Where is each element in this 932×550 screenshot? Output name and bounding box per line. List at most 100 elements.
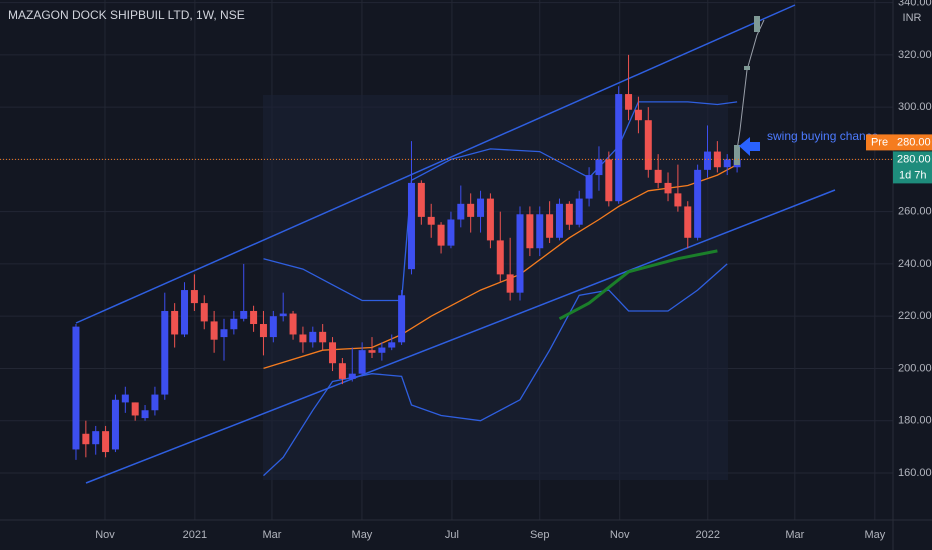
x-tick-label: Nov bbox=[95, 529, 115, 541]
candle-body bbox=[398, 295, 406, 343]
candle-body bbox=[358, 350, 366, 374]
indicator-line bbox=[263, 263, 728, 477]
candle-body bbox=[536, 214, 544, 249]
candle-body bbox=[625, 94, 633, 110]
candle-body bbox=[131, 402, 139, 416]
candle-body bbox=[477, 198, 485, 217]
candle-body bbox=[171, 310, 179, 335]
candle-body bbox=[703, 151, 711, 170]
candle-body bbox=[210, 321, 218, 340]
candle-body bbox=[240, 310, 248, 319]
pre-label: Pre bbox=[871, 136, 888, 148]
y-tick-label: 240.00 bbox=[898, 258, 932, 270]
band-fill bbox=[263, 95, 728, 480]
projection-candle bbox=[744, 66, 750, 70]
candle-body bbox=[269, 316, 277, 338]
candle-body bbox=[723, 159, 731, 168]
candle-body bbox=[546, 214, 554, 238]
x-tick-label: Jul bbox=[445, 529, 459, 541]
candle-body bbox=[407, 182, 415, 270]
last-price-box bbox=[893, 151, 932, 184]
y-tick-label: 320.00 bbox=[898, 49, 932, 61]
y-tick-label: 340.00 bbox=[898, 0, 932, 9]
candle-body bbox=[447, 219, 455, 246]
candle-body bbox=[467, 203, 475, 217]
countdown: 1d 7h bbox=[899, 169, 927, 181]
channel-upper bbox=[75, 4, 796, 324]
candle-body bbox=[437, 224, 445, 246]
candle-body bbox=[555, 203, 563, 238]
candle-body bbox=[151, 394, 159, 411]
candle-body bbox=[595, 159, 603, 176]
y-tick-label: 260.00 bbox=[898, 206, 932, 218]
y-tick-label: 300.00 bbox=[898, 101, 932, 113]
x-tick-label: May bbox=[352, 529, 373, 541]
x-tick-label: May bbox=[864, 529, 885, 541]
candle-body bbox=[674, 193, 682, 207]
candle-body bbox=[230, 318, 238, 330]
x-tick-label: 2022 bbox=[696, 529, 720, 541]
candle-body bbox=[250, 310, 258, 325]
candle-body bbox=[82, 433, 90, 445]
candle-body bbox=[338, 363, 346, 379]
candle-body bbox=[585, 175, 593, 199]
candle-body bbox=[141, 410, 149, 419]
y-tick-label: 180.00 bbox=[898, 415, 932, 427]
candle-body bbox=[654, 169, 662, 183]
x-tick-label: 2021 bbox=[183, 529, 207, 541]
candle-body bbox=[516, 214, 524, 293]
candle-body bbox=[664, 182, 672, 194]
currency: INR bbox=[903, 12, 922, 24]
candle-body bbox=[111, 399, 119, 450]
candle-body bbox=[161, 310, 169, 395]
x-tick-label: Mar bbox=[262, 529, 281, 541]
annotation: swing buying chance bbox=[767, 129, 879, 143]
candle-body bbox=[190, 290, 198, 304]
candle-body bbox=[575, 198, 583, 225]
y-tick-label: 220.00 bbox=[898, 310, 932, 322]
indicator-line bbox=[263, 101, 738, 302]
candle-body bbox=[121, 394, 129, 403]
candle-body bbox=[279, 313, 287, 317]
candle-body bbox=[348, 373, 356, 379]
candle-body bbox=[102, 431, 110, 453]
indicator-line bbox=[263, 164, 738, 370]
x-tick-label: Sep bbox=[530, 529, 550, 541]
candle-body bbox=[486, 198, 494, 241]
candle-body bbox=[181, 290, 189, 335]
candle-body bbox=[92, 431, 100, 445]
candle-body bbox=[496, 240, 504, 275]
indicator-line bbox=[558, 249, 718, 321]
candle-body bbox=[309, 331, 317, 343]
candle-body bbox=[378, 347, 386, 353]
candle-body bbox=[329, 342, 337, 364]
last-price: 280.00 bbox=[897, 153, 931, 165]
candle-body bbox=[694, 169, 702, 238]
channel-lower bbox=[85, 189, 836, 484]
y-tick-label: 160.00 bbox=[898, 467, 932, 479]
candle-body bbox=[457, 203, 465, 220]
candle-body bbox=[220, 329, 228, 338]
candle-body bbox=[427, 216, 435, 225]
pre-price-box bbox=[893, 134, 932, 151]
projection-candle bbox=[734, 145, 740, 165]
candle-body bbox=[526, 214, 534, 249]
arrow bbox=[739, 137, 760, 156]
price-axis bbox=[893, 0, 932, 550]
candle-body bbox=[565, 203, 573, 225]
x-tick-label: Nov bbox=[610, 529, 630, 541]
candle-body bbox=[72, 326, 80, 450]
x-tick-label: Mar bbox=[785, 529, 804, 541]
pre-box bbox=[866, 134, 893, 151]
candle-body bbox=[259, 324, 267, 338]
candle-body bbox=[200, 303, 208, 322]
indicators bbox=[263, 101, 738, 477]
candle-body bbox=[634, 109, 642, 121]
candle-body bbox=[388, 342, 396, 348]
candle-body bbox=[684, 206, 692, 238]
y-tick-label: 200.00 bbox=[898, 362, 932, 374]
projection-candle bbox=[754, 16, 760, 32]
chart-title: MAZAGON DOCK SHIPBUIL LTD, 1W, NSE bbox=[8, 8, 245, 22]
candle-body bbox=[368, 350, 376, 353]
